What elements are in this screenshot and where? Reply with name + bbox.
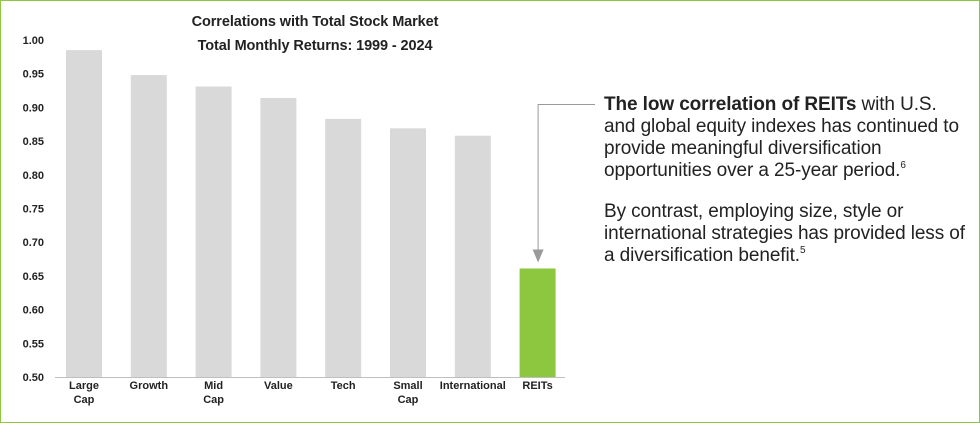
callout-arrowhead xyxy=(532,249,544,263)
x-tick-label: International xyxy=(440,380,506,392)
y-tick-label: 0.65 xyxy=(23,271,44,283)
y-tick-label: 0.80 xyxy=(23,170,44,182)
x-tick-label: Tech xyxy=(331,380,356,392)
footnote-ref-6: 6 xyxy=(900,160,906,171)
bar-mid-cap xyxy=(195,86,232,378)
x-tick-label: Value xyxy=(264,380,293,392)
annotation-text-1: with U.S. and global equity indexes has … xyxy=(604,94,959,181)
y-axis-ticks: 1.00 0.95 0.90 0.85 0.80 0.75 0.70 0.65 0.60 0.55… xyxy=(23,35,44,384)
bar-tech xyxy=(325,118,362,377)
bar-reits xyxy=(519,268,556,377)
x-axis-labels: Large Cap Growth Mid Cap Value Tech Small Cap Int… xyxy=(69,380,553,406)
y-tick-label: 0.60 xyxy=(23,305,44,317)
callout-arrow xyxy=(537,104,595,251)
bar-value xyxy=(260,97,297,378)
bars xyxy=(66,50,556,378)
y-tick-label: 0.90 xyxy=(23,102,44,114)
footnote-ref-5: 5 xyxy=(799,245,806,256)
bar-large-cap xyxy=(66,50,102,378)
x-tick-label: Cap xyxy=(74,394,95,406)
y-tick-label: 0.70 xyxy=(23,237,44,249)
bar-growth xyxy=(130,75,167,377)
y-tick-label: 0.85 xyxy=(23,136,44,148)
x-tick-label: REITs xyxy=(522,380,552,392)
annotation-paragraph-1: The low correlation of REITs with U.S. a… xyxy=(604,94,969,182)
x-tick-label: Cap xyxy=(398,394,419,406)
annotation-paragraph-2: By contrast, employing size, style or in… xyxy=(604,201,969,267)
bar-small-cap xyxy=(390,128,426,377)
x-tick-label: Large xyxy=(69,380,99,392)
x-tick-label: Mid xyxy=(204,380,223,392)
annotation-bold-lead: The low correlation of REITs xyxy=(604,94,857,115)
y-tick-label: 0.95 xyxy=(23,69,44,81)
y-tick-label: 0.55 xyxy=(23,338,44,350)
x-tick-label: Growth xyxy=(130,380,169,392)
y-tick-label: 0.50 xyxy=(23,372,44,384)
annotation-text-2: By contrast, employing size, style or in… xyxy=(604,201,965,266)
x-tick-label: Small xyxy=(393,380,422,392)
y-tick-label: 1.00 xyxy=(23,35,44,47)
chart-title: Correlations with Total Stock Market xyxy=(191,14,439,30)
y-tick-label: 0.75 xyxy=(23,204,44,216)
chart-subtitle: Total Monthly Returns: 1999 - 2024 xyxy=(197,38,433,54)
bar-international xyxy=(454,135,491,377)
x-tick-label: Cap xyxy=(203,394,224,406)
